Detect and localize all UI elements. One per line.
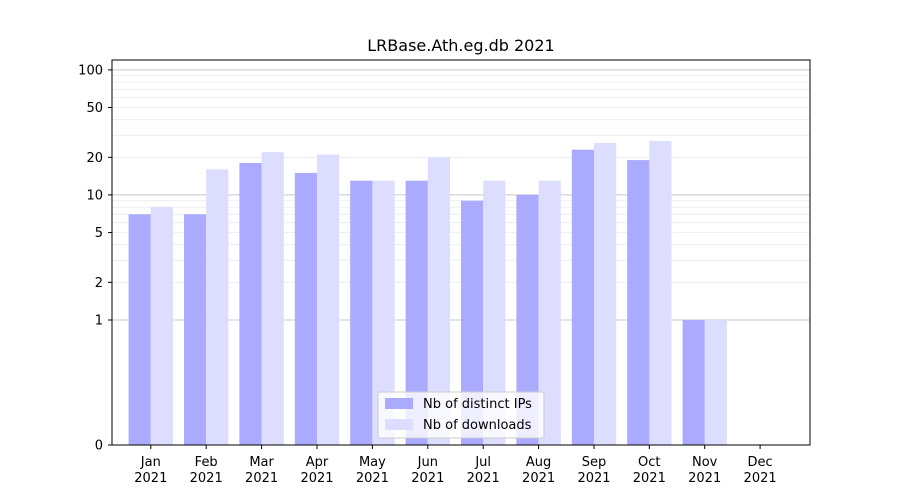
- x-tick-year-label: 2021: [688, 471, 721, 486]
- axes: 0125102050100Jan2021Feb2021Mar2021Apr202…: [78, 59, 811, 486]
- bar-distinct-ips-nov: [682, 320, 705, 445]
- legend-label-distinct-ips: Nb of distinct IPs: [423, 397, 532, 412]
- bar-distinct-ips-jun: [405, 180, 428, 445]
- bar-distinct-ips-mar: [239, 163, 262, 445]
- plot-frame: [111, 59, 811, 446]
- y-tick-label: 50: [86, 101, 103, 116]
- legend: Nb of distinct IPs Nb of downloads: [377, 391, 545, 439]
- bar-downloads-jun: [427, 157, 450, 446]
- x-tick-label: Dec: [748, 455, 773, 470]
- bar-distinct-ips-jul: [461, 200, 484, 445]
- y-tick-label: 0: [95, 439, 103, 454]
- bar-downloads-jan: [150, 207, 173, 445]
- legend-frame: [377, 391, 545, 439]
- x-tick-label: Nov: [692, 455, 718, 470]
- y-tick-label: 5: [95, 226, 103, 241]
- bars: [128, 141, 727, 446]
- x-tick-year-label: 2021: [190, 471, 223, 486]
- y-tick-label: 1: [95, 314, 103, 329]
- x-tick-label: Mar: [249, 455, 274, 470]
- bar-distinct-ips-may: [350, 180, 373, 445]
- y-tick-label: 20: [86, 151, 103, 166]
- legend-swatch-distinct-ips: [385, 398, 413, 409]
- x-tick-year-label: 2021: [522, 471, 555, 486]
- x-tick-label: May: [359, 455, 386, 470]
- x-tick-year-label: 2021: [577, 471, 610, 486]
- bar-distinct-ips-jan: [128, 214, 151, 445]
- bar-distinct-ips-feb: [184, 214, 207, 445]
- x-tick-label: Aug: [526, 455, 551, 470]
- x-tick-label: Jun: [417, 455, 438, 470]
- x-tick-year-label: 2021: [245, 471, 278, 486]
- bar-distinct-ips-sep: [571, 149, 594, 445]
- x-tick-label: Oct: [638, 455, 660, 470]
- bar-distinct-ips-oct: [627, 160, 650, 445]
- x-tick-label: Jan: [140, 455, 161, 470]
- bar-distinct-ips-apr: [294, 172, 317, 445]
- bar-downloads-feb: [206, 169, 229, 445]
- x-tick-year-label: 2021: [356, 471, 389, 486]
- bar-downloads-aug: [538, 180, 561, 445]
- bar-downloads-oct: [649, 141, 672, 445]
- y-tick-label: 10: [86, 188, 103, 203]
- x-tick-year-label: 2021: [411, 471, 444, 486]
- x-tick-label: Jul: [474, 455, 491, 470]
- x-tick-year-label: 2021: [300, 471, 333, 486]
- legend-label-downloads: Nb of downloads: [423, 418, 532, 433]
- x-tick-year-label: 2021: [633, 471, 666, 486]
- x-tick-year-label: 2021: [134, 471, 167, 486]
- y-tick-label: 100: [78, 63, 103, 78]
- x-tick-label: Sep: [582, 455, 607, 470]
- bar-downloads-apr: [317, 154, 340, 445]
- chart-title: LRBase.Ath.eg.db 2021: [367, 36, 554, 55]
- x-tick-year-label: 2021: [467, 471, 500, 486]
- x-tick-label: Apr: [306, 455, 329, 470]
- legend-swatch-downloads: [385, 419, 413, 430]
- bar-downloads-may: [372, 180, 395, 445]
- bar-downloads-nov: [704, 320, 727, 445]
- bar-downloads-mar: [261, 152, 284, 445]
- y-tick-label: 2: [95, 276, 103, 291]
- x-tick-label: Feb: [195, 455, 218, 470]
- x-tick-year-label: 2021: [744, 471, 777, 486]
- bar-downloads-jul: [483, 180, 506, 445]
- bar-distinct-ips-aug: [516, 194, 539, 445]
- bar-downloads-sep: [594, 143, 617, 445]
